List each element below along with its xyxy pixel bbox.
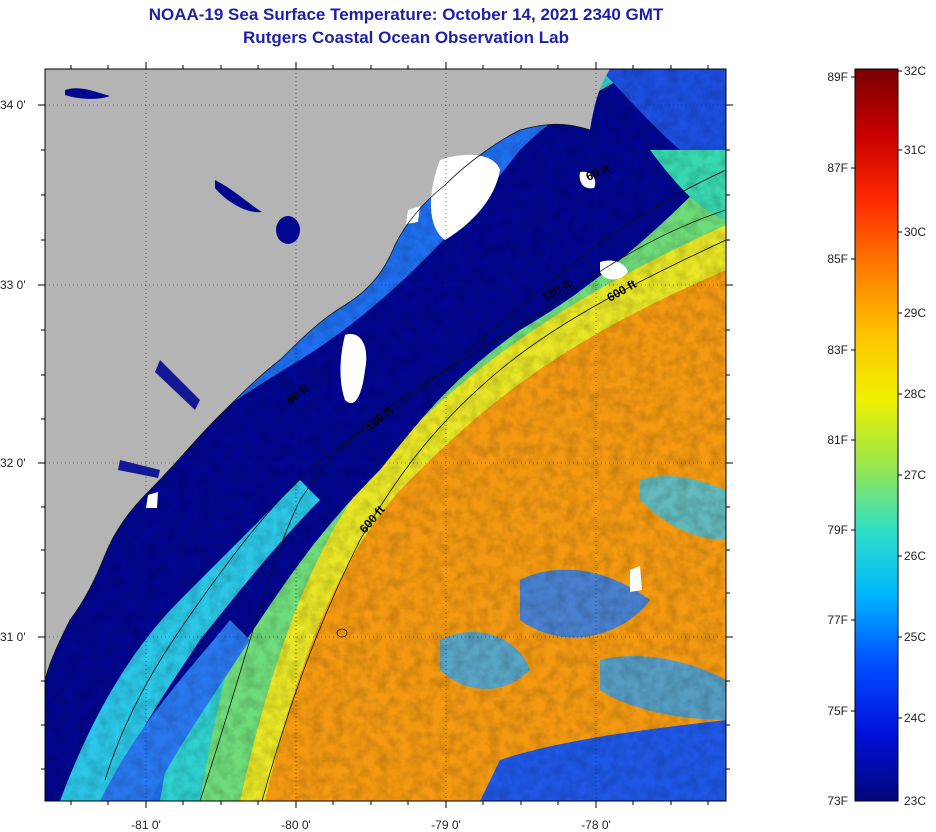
colorbar-f-label-73: 73F bbox=[827, 794, 848, 808]
colorbar-f-label-79: 79F bbox=[827, 523, 848, 537]
colorbar-c-label-23: 23C bbox=[904, 794, 926, 808]
cloud-7 bbox=[630, 566, 642, 592]
contour-600ft bbox=[261, 239, 726, 801]
lat-label-31: 31 0' bbox=[0, 630, 26, 644]
lat-label-34: 34 0' bbox=[0, 98, 26, 112]
colorbar-f-label-75: 75F bbox=[827, 704, 848, 718]
colorbar-c-label-26: 26C bbox=[904, 549, 926, 563]
axis-ticks bbox=[38, 62, 733, 808]
colorbar-ticks bbox=[851, 70, 902, 719]
contour-120ft bbox=[199, 209, 726, 801]
land bbox=[45, 69, 610, 680]
colorbar-c-label-29: 29C bbox=[904, 306, 926, 320]
map-area bbox=[45, 69, 726, 801]
colorbar-c-label-31: 31C bbox=[904, 143, 926, 157]
colorbar-f-label-81: 81F bbox=[827, 433, 848, 447]
map-subtitle: Rutgers Coastal Ocean Observation Lab bbox=[243, 28, 569, 47]
colorbar-f-label-87: 87F bbox=[827, 161, 848, 175]
inland-lake-1 bbox=[65, 88, 110, 99]
coastline bbox=[45, 123, 591, 681]
graticule bbox=[45, 69, 726, 801]
colorbar-f-label-83: 83F bbox=[827, 343, 848, 357]
colorbar-c-label-24: 24C bbox=[904, 711, 926, 725]
lat-label-32: 32 0' bbox=[0, 456, 26, 470]
lon-label-80: -80 0' bbox=[281, 818, 311, 832]
map-title: NOAA-19 Sea Surface Temperature: October… bbox=[148, 5, 664, 24]
cloud-3 bbox=[600, 260, 628, 280]
lon-label-79: -79 0' bbox=[431, 818, 461, 832]
colorbar-f-label-85: 85F bbox=[827, 252, 848, 266]
map-frame bbox=[44, 68, 727, 802]
inland-lake-2 bbox=[276, 216, 300, 244]
colorbar-c-label-28: 28C bbox=[904, 387, 926, 401]
colorbar-f-label-77: 77F bbox=[827, 613, 848, 627]
colorbar-f-label-89: 89F bbox=[827, 70, 848, 84]
cloud-2 bbox=[340, 334, 367, 404]
estuary-2 bbox=[118, 460, 160, 478]
contour-60ft bbox=[104, 169, 726, 781]
lat-label-33: 33 0' bbox=[0, 278, 26, 292]
colorbar-c-label-27: 27C bbox=[904, 468, 926, 482]
colorbar bbox=[854, 68, 899, 802]
lon-label-78: -78 0' bbox=[581, 818, 611, 832]
cloud-4 bbox=[579, 171, 596, 189]
cloud-6 bbox=[146, 492, 158, 508]
colorbar-c-label-32: 32C bbox=[904, 64, 926, 78]
cloud-1 bbox=[430, 154, 500, 240]
inland-lake-3 bbox=[215, 180, 262, 213]
colorbar-c-label-30: 30C bbox=[904, 225, 926, 239]
cloud-5 bbox=[406, 206, 420, 224]
estuary-1 bbox=[155, 360, 200, 410]
colorbar-c-label-25: 25C bbox=[904, 630, 926, 644]
lon-label-81: -81 0' bbox=[131, 818, 161, 832]
